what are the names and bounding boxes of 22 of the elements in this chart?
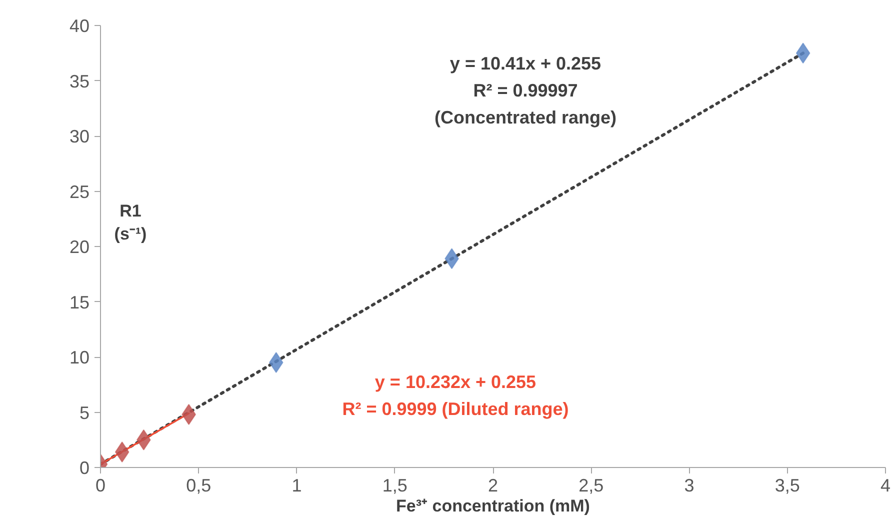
x-tick-label: 0,5 xyxy=(186,476,212,496)
y-tick-label: 10 xyxy=(69,348,90,368)
x-tick-label: 1 xyxy=(292,476,302,496)
y-tick-label: 15 xyxy=(69,292,90,312)
x-axis-title: Fe³⁺ concentration (mM) xyxy=(396,496,590,516)
x-tick-label: 1,5 xyxy=(382,476,408,496)
y-tick-label: 35 xyxy=(69,71,90,92)
x-tick-label: 4 xyxy=(880,476,891,496)
y-tick-label: 20 xyxy=(69,237,90,257)
annotation: y = 10.41x + 0.255 R² = 0.99997 (Concentrated range) xyxy=(434,54,617,128)
x-tick-label: 3,5 xyxy=(774,476,800,496)
y-tick-label: 25 xyxy=(69,182,90,202)
y-axis-title: R1 (s⁻¹) xyxy=(114,202,147,244)
y-tick-label: 30 xyxy=(69,126,90,146)
y-tick-label: 0 xyxy=(79,458,90,478)
x-tick-label: 0 xyxy=(95,476,106,496)
y-tick-label: 40 xyxy=(69,16,90,36)
x-tick-label: 3 xyxy=(684,476,694,496)
annotation: y = 10.232x + 0.255 R² = 0.9999 (Diluted range) xyxy=(342,372,569,419)
x-tick-label: 2,5 xyxy=(578,476,604,496)
y-tick-label: 5 xyxy=(79,402,90,423)
x-tick-label: 2 xyxy=(488,476,498,496)
